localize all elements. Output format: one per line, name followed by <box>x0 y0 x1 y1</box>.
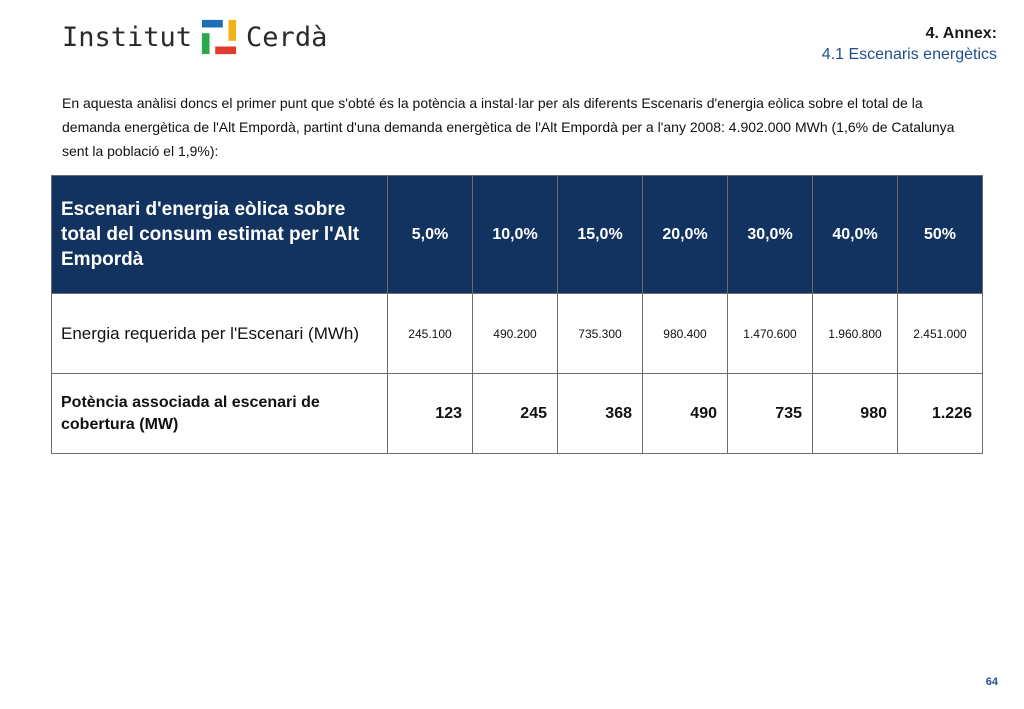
scenario-table: Escenari d'energia eòlica sobre total de… <box>51 175 983 454</box>
power-cell: 980 <box>812 373 898 454</box>
pct-cell: 10,0% <box>472 175 558 294</box>
header-label: Escenari d'energia eòlica sobre total de… <box>51 175 388 294</box>
energy-row-label: Energia requerida per l'Escenari (MWh) <box>51 293 388 374</box>
logo-text-cerda: Cerdà <box>246 21 328 53</box>
energy-cell: 245.100 <box>387 293 473 374</box>
table-row: Energia requerida per l'Escenari (MWh) 2… <box>51 293 983 374</box>
power-cell: 735 <box>727 373 813 454</box>
pct-cell: 5,0% <box>387 175 473 294</box>
power-cell: 490 <box>642 373 728 454</box>
intro-paragraph: En aquesta anàlisi doncs el primer punt … <box>62 95 955 159</box>
pct-cell: 40,0% <box>812 175 898 294</box>
pct-cell: 20,0% <box>642 175 728 294</box>
energy-cell: 980.400 <box>642 293 728 374</box>
section-header: 4. Annex: 4.1 Escenaris energètics <box>822 24 997 66</box>
energy-cell: 1.960.800 <box>812 293 898 374</box>
energy-cell: 2.451.000 <box>897 293 983 374</box>
logo-text-institut: Institut <box>62 21 193 53</box>
subsection-title: 4.1 Escenaris energètics <box>821 46 997 63</box>
power-row-label: Potència associada al escenari de cobert… <box>51 373 388 454</box>
pct-cell: 15,0% <box>557 175 643 294</box>
logo-mark-icon <box>201 19 237 55</box>
power-cell: 245 <box>472 373 558 454</box>
power-cell: 123 <box>387 373 473 454</box>
pct-cell: 50% <box>897 175 983 294</box>
table-header-row: Escenari d'energia eòlica sobre total de… <box>51 175 983 294</box>
page-number: 64 <box>985 676 998 688</box>
section-title: 4. Annex: <box>925 25 997 42</box>
table-row: Potència associada al escenari de cobert… <box>51 373 983 454</box>
pct-cell: 30,0% <box>727 175 813 294</box>
energy-cell: 1.470.600 <box>727 293 813 374</box>
energy-cell: 490.200 <box>472 293 558 374</box>
power-cell: 368 <box>557 373 643 454</box>
power-cell: 1.226 <box>897 373 983 454</box>
institut-cerda-logo: Institut Cerdà <box>62 15 327 59</box>
energy-cell: 735.300 <box>557 293 643 374</box>
